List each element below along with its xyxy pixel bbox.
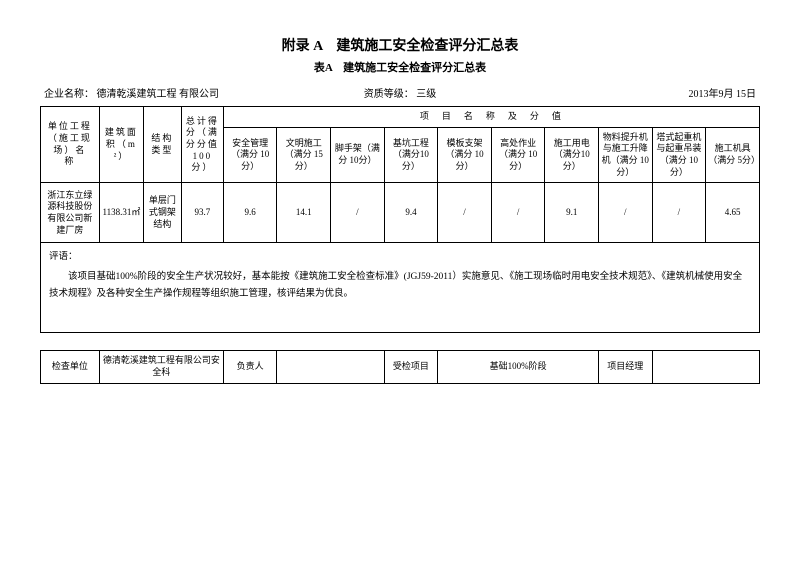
- cell-c2: 14.1: [277, 183, 331, 243]
- cell-c1: 9.6: [223, 183, 277, 243]
- cell-c3: /: [331, 183, 385, 243]
- cell-project: 浙江东立绿源科技股份有限公司新建厂房: [41, 183, 100, 243]
- cell-c6: /: [491, 183, 545, 243]
- remarks-body: 该项目基础100%阶段的安全生产状况较好，基本能按《建筑施工安全检查标准》(JG…: [49, 269, 751, 303]
- company-field: 企业名称： 德清乾溪建筑工程 有限公司: [44, 85, 281, 100]
- col-c1: 安全管理（满分 10分）: [223, 127, 277, 183]
- col-project: 单位工程（施工现场）名 称: [41, 107, 100, 183]
- col-c2: 文明施工（满分 15分）: [277, 127, 331, 183]
- spacer-cell: [41, 333, 760, 351]
- col-c4: 基坑工程（满分10 分）: [384, 127, 438, 183]
- footer-row: 检查单位 德清乾溪建筑工程有限公司安全科 负责人 受检项目 基础100%阶段 项…: [41, 351, 760, 383]
- header-row-1: 单位工程（施工现场）名 称 建筑面积（m²） 结构类型 总计得分（满分分值100…: [41, 107, 760, 128]
- score-table: 单位工程（施工现场）名 称 建筑面积（m²） 结构类型 总计得分（满分分值100…: [40, 106, 760, 384]
- spacer-row: [41, 333, 760, 351]
- col-c10: 施工机具（满分 5分）: [706, 127, 760, 183]
- col-c5: 模板支架（满分 10分）: [438, 127, 492, 183]
- responsible-label: 负责人: [223, 351, 277, 383]
- cell-struct: 单层门式钢架结构: [144, 183, 182, 243]
- cell-c7: 9.1: [545, 183, 599, 243]
- date-field: 2013年9月 15日: [519, 85, 756, 100]
- col-c9: 塔式起重机与起重吊装（满分 10 分）: [652, 127, 706, 183]
- company-value: 德清乾溪建筑工程 有限公司: [97, 89, 220, 100]
- title-sub: 表A 建筑施工安全检查评分汇总表: [40, 59, 760, 75]
- remarks-label: 评语：: [49, 249, 751, 266]
- col-score-header: 项 目 名 称 及 分 值: [223, 107, 759, 128]
- col-c7: 施工用电（满分10分）: [545, 127, 599, 183]
- title-main: 附录 A 建筑施工安全检查评分汇总表: [40, 35, 760, 55]
- col-c6: 高处作业（满分 10分）: [491, 127, 545, 183]
- grade-value: 三级: [416, 89, 436, 100]
- cell-c5: /: [438, 183, 492, 243]
- col-c3: 脚手架（满分 10分）: [331, 127, 385, 183]
- cell-c4: 9.4: [384, 183, 438, 243]
- check-unit-value: 德清乾溪建筑工程有限公司安全科: [99, 351, 223, 383]
- company-label: 企业名称：: [44, 89, 94, 100]
- col-struct: 结构类型: [144, 107, 182, 183]
- cell-c8: /: [599, 183, 653, 243]
- cell-c9: /: [652, 183, 706, 243]
- cell-area: 1138.31㎡: [99, 183, 143, 243]
- remarks-cell: 评语： 该项目基础100%阶段的安全生产状况较好，基本能按《建筑施工安全检查标准…: [41, 243, 760, 333]
- col-area: 建筑面积（m²）: [99, 107, 143, 183]
- inspected-label: 受检项目: [384, 351, 438, 383]
- header-row: 企业名称： 德清乾溪建筑工程 有限公司 资质等级： 三级 2013年9月 15日: [40, 85, 760, 100]
- grade-field: 资质等级： 三级: [281, 85, 518, 100]
- data-row: 浙江东立绿源科技股份有限公司新建厂房 1138.31㎡ 单层门式钢架结构 93.…: [41, 183, 760, 243]
- inspected-value: 基础100%阶段: [438, 351, 599, 383]
- col-total: 总计得分（满分分值100 分）: [181, 107, 223, 183]
- responsible-value: [277, 351, 384, 383]
- col-c8: 物料提升机与施工升降机（满分 10分）: [599, 127, 653, 183]
- cell-total: 93.7: [181, 183, 223, 243]
- pm-value: [652, 351, 759, 383]
- check-unit-label: 检查单位: [41, 351, 100, 383]
- cell-c10: 4.65: [706, 183, 760, 243]
- remarks-row: 评语： 该项目基础100%阶段的安全生产状况较好，基本能按《建筑施工安全检查标准…: [41, 243, 760, 333]
- pm-label: 项目经理: [599, 351, 653, 383]
- grade-label: 资质等级：: [364, 89, 414, 100]
